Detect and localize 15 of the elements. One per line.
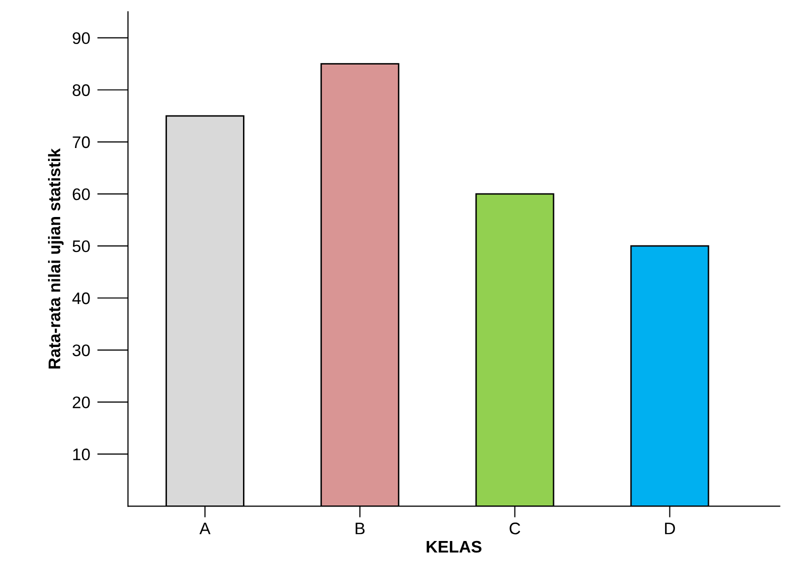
y-tick-label: 90 [72,32,90,44]
x-tick-label: C [510,522,520,534]
y-tick-label: 20 [72,396,90,408]
x-axis-title: KELAS [426,540,482,553]
x-tick-label: D [665,522,675,534]
y-tick-label: 30 [72,344,90,356]
x-tick-label: A [199,522,210,534]
y-tick-label: 50 [72,240,90,252]
y-tick-label: 70 [72,136,90,148]
y-axis-title: Rata-rata nilai ujian statistik [48,148,64,369]
y-tick-label: 40 [72,292,90,304]
y-tick-label: 10 [73,448,90,460]
y-tick-label: 80 [72,84,90,96]
y-tick-label: 60 [72,188,90,200]
x-tick-label: B [356,522,365,534]
